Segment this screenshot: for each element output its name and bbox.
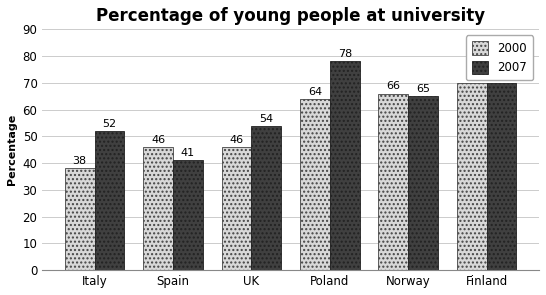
Text: 66: 66 [387,81,400,91]
Legend: 2000, 2007: 2000, 2007 [466,35,533,80]
Text: 78: 78 [337,49,352,59]
Y-axis label: Percentage: Percentage [7,114,17,185]
Text: 46: 46 [151,135,165,145]
Text: 41: 41 [181,148,195,158]
Bar [330,61,360,270]
Text: 38: 38 [73,156,87,166]
Bar [143,147,173,270]
Text: 52: 52 [103,119,117,129]
Bar [408,96,438,270]
Text: 70: 70 [465,71,479,81]
Bar [486,83,517,270]
Bar [173,160,203,270]
Text: 70: 70 [495,71,509,81]
Bar [300,99,330,270]
Text: 64: 64 [308,87,322,97]
Bar [378,94,408,270]
Bar [65,168,94,270]
Bar [94,131,124,270]
Bar [222,147,252,270]
Bar [252,126,281,270]
Text: 46: 46 [229,135,244,145]
Title: Percentage of young people at university: Percentage of young people at university [96,7,485,25]
Bar [457,83,486,270]
Text: 65: 65 [416,84,430,94]
Text: 54: 54 [259,114,274,124]
